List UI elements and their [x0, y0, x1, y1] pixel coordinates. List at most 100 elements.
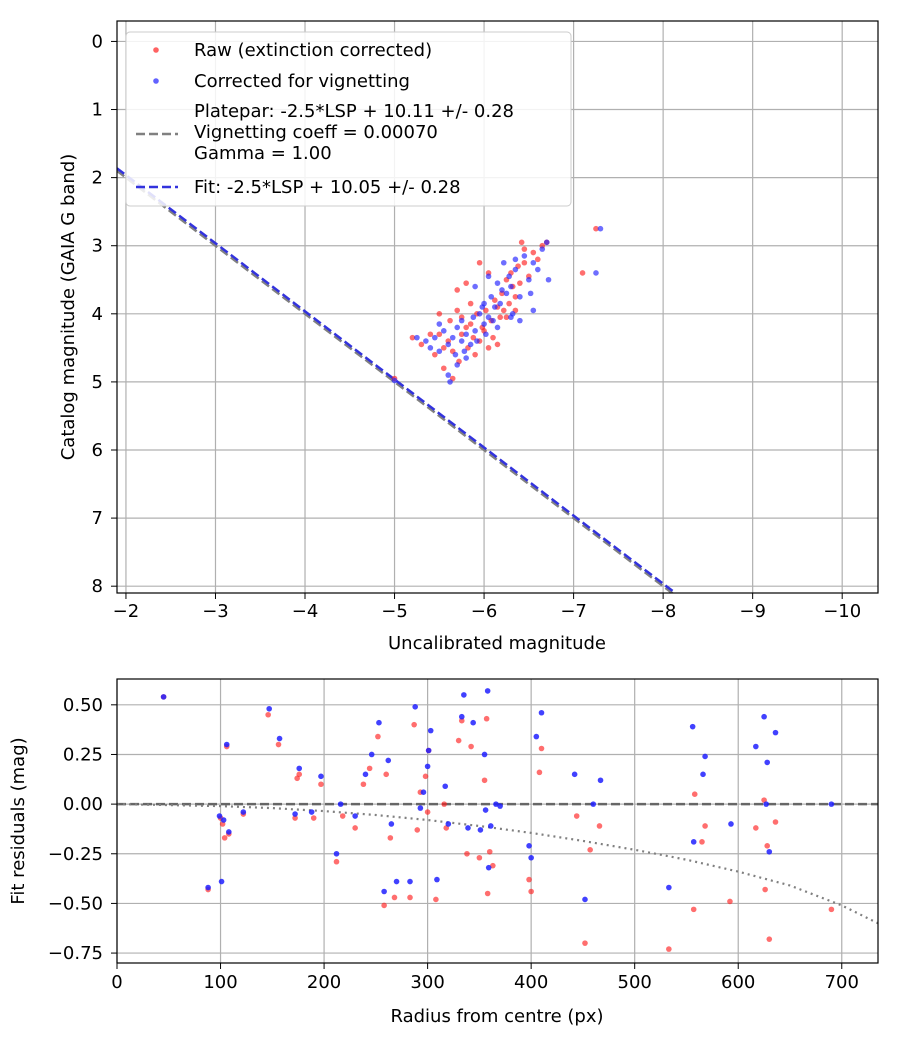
bottom-scatter-points [160, 688, 835, 952]
top-y-axis-label: Catalog magnitude (GAIA G band) [58, 154, 79, 461]
top-corrected-point [530, 307, 537, 314]
top-x-tick-label: −6 [471, 601, 498, 622]
bottom-corrected-point [218, 878, 225, 885]
bottom-raw-point [526, 876, 532, 883]
top-corrected-point [543, 239, 550, 246]
bottom-raw-point [483, 715, 490, 722]
bottom-y-tick-label: −0.50 [48, 893, 103, 914]
bottom-corrected-point [764, 759, 771, 766]
legend-platepar-line: Gamma = 1.00 [194, 143, 332, 164]
bottom-corrected-point [362, 771, 369, 778]
bottom-raw-point [310, 815, 317, 821]
top-corrected-point [440, 328, 447, 334]
top-raw-point [500, 307, 507, 314]
top-corrected-point [467, 341, 474, 348]
top-raw-point [427, 331, 434, 338]
bottom-corrected-point [828, 801, 835, 807]
bottom-corrected-point [528, 854, 534, 861]
bottom-corrected-point [434, 876, 440, 883]
bottom-raw-point [753, 825, 759, 831]
bottom-corrected-point [381, 888, 387, 895]
top-corrected-point [530, 259, 537, 266]
bottom-raw-point [391, 894, 398, 901]
top-y-tick-label: 1 [92, 100, 103, 121]
bottom-raw-point [484, 890, 491, 897]
bottom-raw-point [690, 906, 697, 913]
bottom-corrected-point [393, 878, 400, 885]
bottom-raw-point [587, 846, 593, 853]
bottom-x-tick-label: 600 [721, 972, 755, 993]
bottom-corrected-point [385, 757, 392, 764]
top-chart: −2 −3 −4 −5 −6 −7 −8 −9 −10 0 1 2 3 4 5 6 7 8 Uncalibrat… [58, 20, 879, 654]
bottom-raw-point [265, 711, 271, 718]
top-x-tick-label: −5 [381, 601, 408, 622]
bottom-raw-point [375, 733, 381, 740]
top-raw-point [521, 246, 528, 252]
bottom-raw-point [666, 946, 672, 952]
top-corrected-point [458, 338, 465, 344]
bottom-corrected-point [772, 729, 779, 736]
bottom-corrected-point [376, 719, 382, 726]
bottom-y-tick-label: −0.25 [48, 844, 103, 865]
top-corrected-point [432, 334, 438, 341]
bottom-corrected-point [597, 777, 604, 784]
bottom-corrected-point [766, 848, 773, 855]
bottom-y-tick-label: −0.75 [48, 943, 103, 964]
top-legend: Raw (extinction corrected) Corrected for… [125, 31, 572, 207]
top-corrected-point [474, 338, 480, 344]
bottom-corrected-point [728, 821, 734, 827]
bottom-raw-point [387, 835, 394, 841]
bottom-vignetting-curve [117, 803, 878, 925]
top-corrected-point [454, 324, 461, 331]
bottom-raw-point [582, 940, 588, 946]
top-raw-point [476, 259, 483, 266]
top-raw-point [503, 314, 510, 321]
top-raw-point [409, 334, 416, 341]
bottom-corrected-point [526, 843, 532, 849]
top-corrected-point [492, 304, 498, 310]
top-corrected-point [494, 324, 501, 331]
bottom-corrected-point [497, 803, 503, 809]
top-corrected-point [506, 273, 512, 280]
top-corrected-point [472, 283, 478, 290]
top-x-tick-label: −7 [560, 601, 587, 622]
bottom-corrected-point [308, 809, 315, 815]
bottom-x-tick-label: 100 [203, 972, 237, 993]
top-corrected-point [527, 290, 534, 297]
top-corrected-point [508, 283, 514, 290]
bottom-corrected-point [482, 807, 489, 813]
bottom-raw-point [318, 781, 324, 788]
top-corrected-point [483, 331, 489, 338]
bottom-corrected-point [485, 864, 492, 871]
top-corrected-point [485, 314, 492, 321]
bottom-corrected-point [266, 705, 273, 712]
bottom-y-tick-label: 0.00 [63, 794, 103, 815]
bottom-corrected-point [388, 821, 395, 827]
top-corrected-point [545, 276, 552, 283]
top-corrected-point [597, 225, 604, 232]
top-corrected-point [508, 314, 514, 321]
bottom-corrected-point [445, 821, 452, 827]
bottom-raw-point [596, 823, 603, 829]
top-corrected-point [452, 351, 459, 358]
bottom-raw-point [691, 791, 698, 797]
bottom-chart: 0 100 200 300 400 500 600 700 0.50 0.25 0.00 −0.25… [8, 678, 879, 1027]
bottom-raw-point [414, 827, 421, 833]
bottom-corrected-point [571, 771, 578, 778]
top-y-tick-label: 7 [92, 508, 103, 529]
top-raw-point [521, 259, 528, 266]
top-corrected-point [517, 317, 523, 324]
top-x-axis-label: Uncalibrated magnitude [388, 633, 606, 654]
bottom-raw-point [411, 721, 417, 728]
bottom-corrected-point [220, 817, 227, 823]
legend-platepar-line: Vignetting coeff = 0.00070 [194, 122, 438, 143]
top-corrected-point [463, 331, 469, 338]
bottom-corrected-point [538, 709, 545, 716]
top-corrected-point [476, 311, 483, 317]
top-raw-point [436, 311, 443, 317]
top-raw-point [593, 225, 599, 232]
bottom-corrected-point [702, 753, 708, 760]
bottom-corrected-point [352, 813, 358, 819]
top-corrected-point [458, 317, 465, 324]
bottom-corrected-point [318, 773, 324, 780]
